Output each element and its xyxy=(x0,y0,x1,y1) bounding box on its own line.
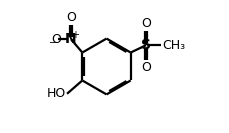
Text: O: O xyxy=(141,61,151,74)
Text: O: O xyxy=(66,11,76,24)
Text: CH₃: CH₃ xyxy=(162,39,185,52)
Text: S: S xyxy=(141,38,151,52)
Text: O: O xyxy=(141,17,151,30)
Text: −: − xyxy=(49,38,57,48)
Text: N: N xyxy=(65,32,77,46)
Text: HO: HO xyxy=(47,87,66,100)
Text: O: O xyxy=(51,33,61,46)
Text: +: + xyxy=(71,30,79,40)
